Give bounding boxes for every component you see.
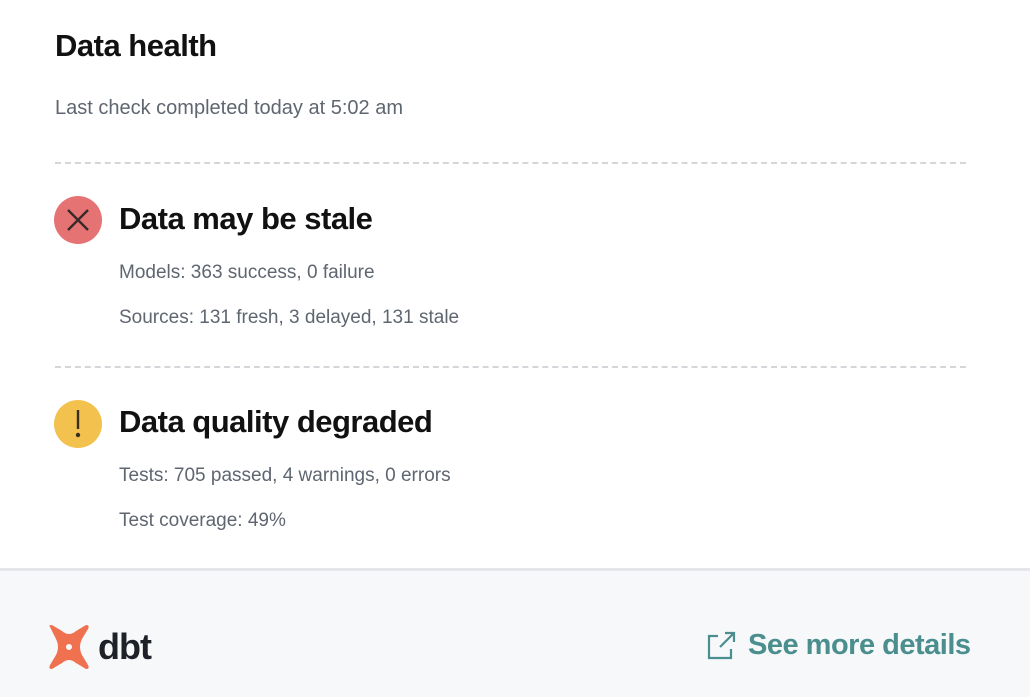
footer: dbt See more details [0, 568, 1030, 697]
external-link-icon [707, 631, 736, 659]
dbt-logo-icon [49, 625, 89, 669]
stale-status-icon [54, 196, 102, 244]
see-more-details-link[interactable]: See more details [706, 629, 971, 662]
divider [55, 162, 966, 164]
warning-status-icon [54, 400, 102, 448]
dbt-logo-text: dbt [98, 626, 152, 667]
dbt-logo: dbt [46, 625, 152, 669]
tests-summary: Tests: 705 passed, 4 warnings, 0 errors [119, 465, 451, 486]
last-check-text: Last check completed today at 5:02 am [55, 97, 403, 119]
models-summary: Models: 363 success, 0 failure [119, 262, 375, 283]
coverage-summary: Test coverage: 49% [119, 510, 286, 531]
divider [55, 366, 966, 368]
page-title: Data health [55, 28, 217, 63]
see-more-details-label: See more details [748, 629, 971, 661]
freshness-heading: Data may be stale [119, 201, 373, 236]
sources-summary: Sources: 131 fresh, 3 delayed, 131 stale [119, 307, 460, 328]
quality-heading: Data quality degraded [119, 404, 433, 439]
